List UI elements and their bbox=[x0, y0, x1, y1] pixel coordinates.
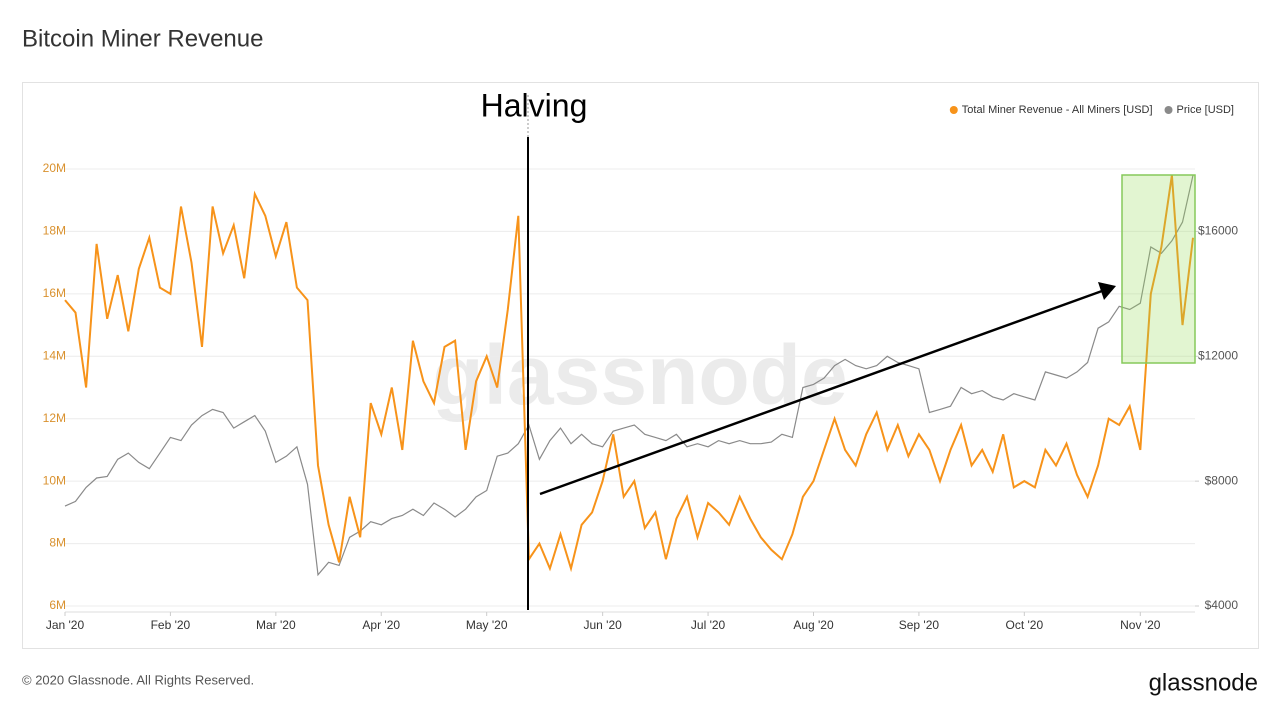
x-tick-label: Jan '20 bbox=[46, 618, 85, 632]
annotation: Halving bbox=[481, 87, 588, 123]
y-tick-label: 20M bbox=[43, 161, 66, 175]
legend-swatch bbox=[949, 106, 958, 114]
chart-title: Bitcoin Miner Revenue bbox=[22, 25, 263, 52]
y-tick-label: 8M bbox=[49, 536, 66, 550]
x-tick-label: Oct '20 bbox=[1006, 618, 1044, 632]
y2-tick-label: $8000 bbox=[1205, 473, 1239, 487]
x-tick-label: Nov '20 bbox=[1120, 618, 1161, 632]
y-tick-label: 14M bbox=[43, 348, 66, 362]
trend-arrow bbox=[539, 289, 1103, 496]
legend-label: Price [USD] bbox=[1177, 104, 1234, 116]
highlight-box bbox=[1121, 174, 1196, 364]
footer: © 2020 Glassnode. All Rights Reserved. bbox=[22, 672, 254, 687]
logo: glassnode bbox=[1149, 669, 1258, 696]
y2-tick-label: $12000 bbox=[1198, 348, 1238, 362]
x-tick-label: Jun '20 bbox=[583, 618, 622, 632]
series-line bbox=[64, 175, 1194, 577]
x-tick-label: May '20 bbox=[466, 618, 508, 632]
x-tick-label: Apr '20 bbox=[362, 618, 400, 632]
legend-swatch bbox=[1164, 106, 1173, 114]
x-tick-label: Feb '20 bbox=[151, 618, 191, 632]
y-tick-label: 18M bbox=[43, 224, 66, 238]
legend: Price [USD] Total Miner Revenue - All Min… bbox=[949, 104, 1234, 116]
watermark: glassnode bbox=[432, 328, 847, 422]
series-line bbox=[64, 175, 1194, 573]
y2-tick-label: $4000 bbox=[1205, 598, 1239, 612]
x-tick-label: Jul '20 bbox=[691, 618, 726, 632]
y2-tick-label: $16000 bbox=[1198, 224, 1238, 238]
y-tick-label: 12M bbox=[43, 411, 66, 425]
x-tick-label: Mar '20 bbox=[256, 618, 296, 632]
y-tick-label: 10M bbox=[43, 473, 66, 487]
chart-frame bbox=[22, 82, 1259, 649]
y-tick-label: 6M bbox=[49, 598, 66, 612]
x-tick-label: Aug '20 bbox=[793, 618, 834, 632]
legend-label: Total Miner Revenue - All Miners [USD] bbox=[962, 104, 1153, 116]
arrow-head bbox=[1098, 282, 1116, 300]
y-tick-label: 16M bbox=[43, 286, 66, 300]
plot: 6M 8M 10M 12M 14M 16M 18M 20M $4000 $8000 $12000 $1… bbox=[43, 161, 1239, 632]
x-tick-label: Sep '20 bbox=[899, 618, 940, 632]
